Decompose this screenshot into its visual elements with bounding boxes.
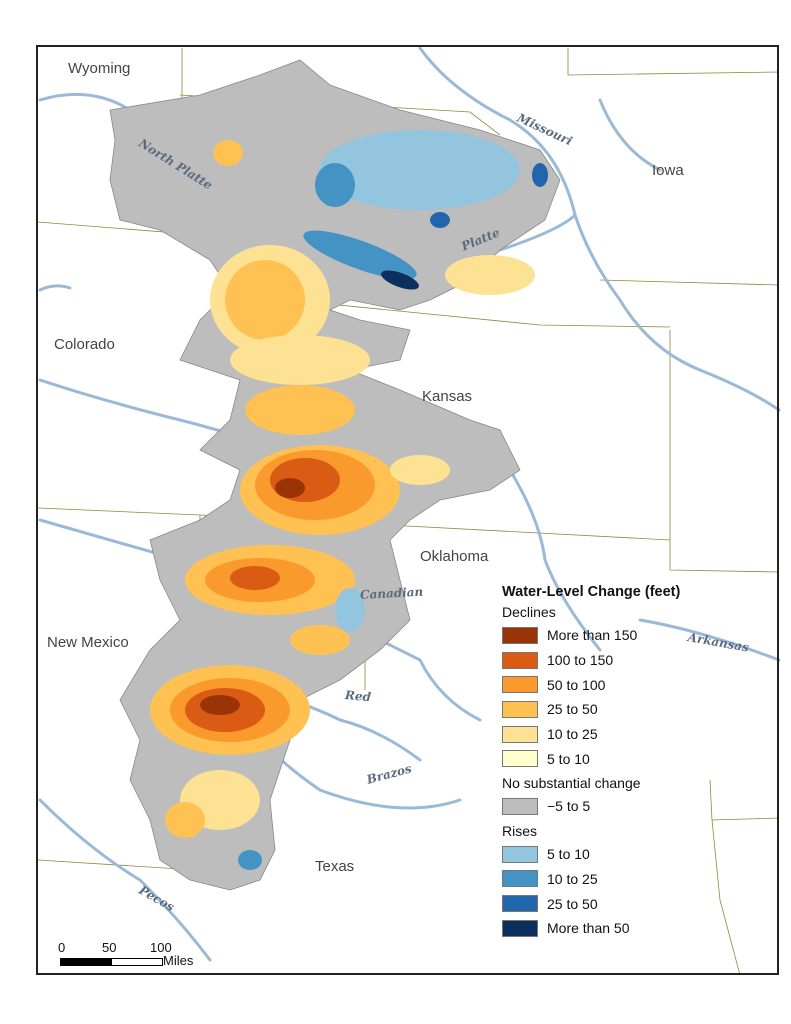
legend-swatch	[502, 870, 538, 888]
state-label-kansas: Kansas	[422, 388, 473, 405]
legend-swatch	[502, 750, 538, 768]
legend-group-rises: Rises	[502, 822, 538, 839]
state-label-colorado: Colorado	[54, 336, 115, 353]
scale-unit: Miles	[163, 953, 194, 968]
rise-areas	[238, 130, 548, 870]
legend-label: −5 to 5	[547, 798, 591, 815]
legend-group-no-change: No substantial change	[502, 775, 641, 792]
legend-item: 5 to 10	[502, 746, 680, 771]
legend-label: 10 to 25	[547, 726, 598, 743]
scale-tick-50: 50	[102, 940, 117, 955]
legend-item: 50 to 100	[502, 672, 680, 697]
legend-label: 25 to 50	[547, 895, 598, 912]
legend: Water-Level Change (feet) Declines More …	[502, 584, 680, 941]
scale-bar-white	[111, 958, 163, 966]
legend-item: 10 to 25	[502, 722, 680, 747]
legend-label: 25 to 50	[547, 701, 598, 718]
legend-label: 100 to 150	[547, 652, 614, 669]
legend-item: 25 to 50	[502, 891, 680, 916]
legend-swatch	[502, 700, 538, 718]
legend-label: 5 to 10	[547, 846, 590, 863]
legend-swatch	[502, 919, 538, 937]
legend-label: More than 50	[547, 920, 630, 937]
scale-tick-100: 100	[150, 940, 172, 955]
legend-item: 5 to 10	[502, 842, 680, 867]
state-label-new-mexico: New Mexico	[47, 634, 129, 651]
legend-swatch	[502, 797, 538, 815]
legend-item: More than 150	[502, 623, 680, 648]
legend-item: 10 to 25	[502, 867, 680, 892]
legend-item: More than 50	[502, 916, 680, 941]
legend-item: 25 to 50	[502, 697, 680, 722]
legend-item: 100 to 150	[502, 648, 680, 673]
map-frame	[36, 45, 779, 975]
legend-label: 50 to 100	[547, 676, 606, 693]
legend-swatch	[502, 845, 538, 863]
legend-swatch	[502, 895, 538, 913]
state-label-wyoming: Wyoming	[68, 60, 131, 77]
scale-tick-0: 0	[58, 940, 66, 955]
scale-bar-black	[60, 958, 113, 966]
legend-swatch	[502, 676, 538, 694]
legend-swatch	[502, 725, 538, 743]
decline-areas	[150, 140, 535, 838]
state-label-texas: Texas	[315, 858, 355, 875]
state-label-iowa: Iowa	[652, 162, 684, 179]
river-label-red: Red	[344, 688, 372, 705]
legend-label: 5 to 10	[547, 750, 590, 767]
legend-item: −5 to 5	[502, 794, 680, 819]
legend-label: 10 to 25	[547, 870, 598, 887]
legend-swatch	[502, 651, 538, 669]
legend-group-declines: Declines	[502, 604, 556, 620]
legend-title: Water-Level Change (feet)	[502, 584, 681, 600]
state-label-oklahoma: Oklahoma	[420, 548, 489, 565]
legend-label: More than 150	[547, 627, 638, 644]
legend-swatch	[502, 626, 538, 644]
